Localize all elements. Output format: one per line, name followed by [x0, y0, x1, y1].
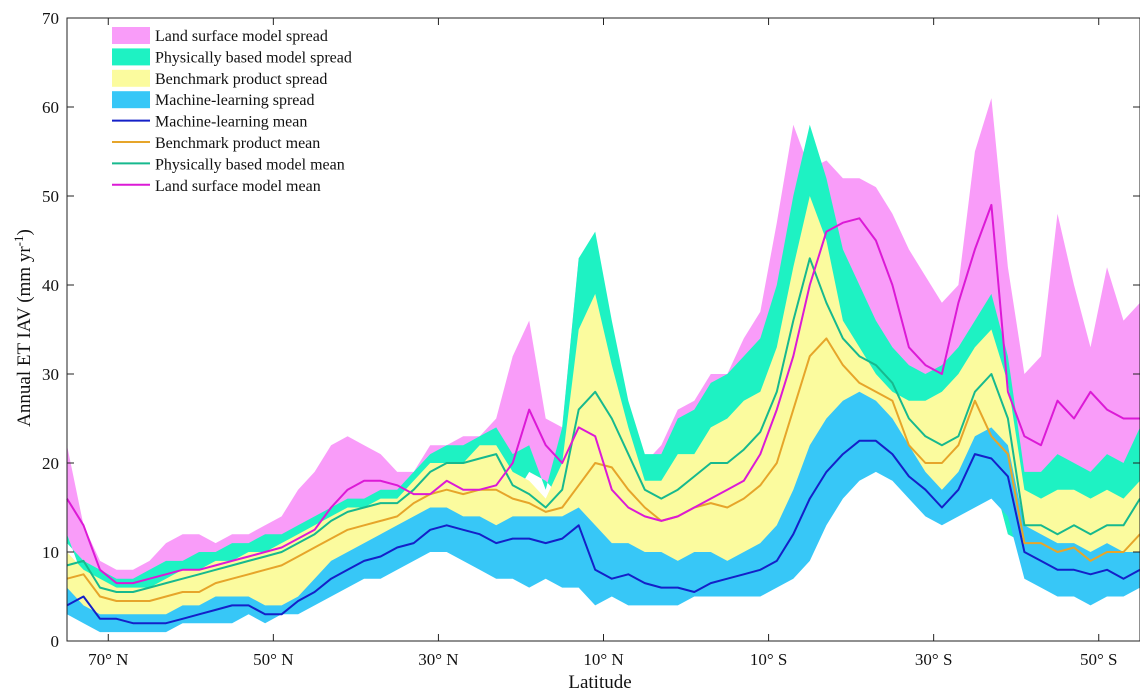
- y-tick-label: 30: [42, 365, 59, 384]
- x-tick-label: 30° S: [915, 650, 953, 669]
- legend-label: Machine-learning spread: [155, 92, 314, 109]
- legend-label: Physically based model spread: [155, 49, 352, 66]
- legend-swatch: [112, 69, 150, 87]
- legend-label: Land surface model spread: [155, 28, 328, 45]
- y-tick-label: 60: [42, 98, 59, 117]
- machine-learning-mean-line: [66, 439, 1140, 625]
- spread-bands: [67, 98, 1140, 633]
- x-tick-label: 10° N: [583, 650, 623, 669]
- legend-swatch: [112, 91, 150, 109]
- legend-label: Land surface model mean: [155, 178, 321, 195]
- x-tick-label: 10° S: [750, 650, 788, 669]
- legend-swatch: [112, 27, 150, 44]
- mean-lines: [66, 203, 1140, 625]
- x-axis-title: Latitude: [568, 672, 631, 692]
- x-tick-label: 70° N: [88, 650, 128, 669]
- land-surface-model-mean-line: [66, 203, 1140, 585]
- legend-label: Benchmark product spread: [155, 71, 327, 88]
- y-axis-title-superscript: -1: [11, 235, 26, 246]
- legend-label: Benchmark product mean: [155, 135, 320, 152]
- y-tick-label: 40: [42, 276, 59, 295]
- y-tick-label: 0: [51, 632, 60, 651]
- benchmark-product-spread-band: [67, 196, 1140, 624]
- y-axis-title-main: Annual ET IAV (mm yr: [14, 246, 35, 427]
- y-tick-label: 50: [42, 187, 59, 206]
- machine-learning-spread-band: [67, 391, 1140, 633]
- legend-label: Machine-learning mean: [155, 114, 307, 131]
- y-tick-label: 10: [42, 543, 59, 562]
- legend: Land surface model spread Physically base…: [112, 27, 352, 195]
- y-tick-label: 70: [42, 9, 59, 28]
- y-axis-ticks: 0 10 20 30 40 50 60 70: [42, 9, 1140, 651]
- x-tick-label: 50° N: [253, 650, 293, 669]
- y-axis-title: Annual ET IAV (mm yr-1): [11, 229, 36, 427]
- legend-label: Physically based model mean: [155, 156, 345, 173]
- x-axis-ticks: 70° N 50° N 30° N 10° N 10° S 30° S 50° S: [88, 18, 1117, 669]
- x-tick-label: 50° S: [1080, 650, 1118, 669]
- x-tick-label: 30° N: [418, 650, 458, 669]
- y-axis-title-end: ): [14, 229, 35, 235]
- physically-based-model-mean-line: [66, 257, 1140, 593]
- legend-swatch: [112, 48, 150, 66]
- y-tick-label: 20: [42, 454, 59, 473]
